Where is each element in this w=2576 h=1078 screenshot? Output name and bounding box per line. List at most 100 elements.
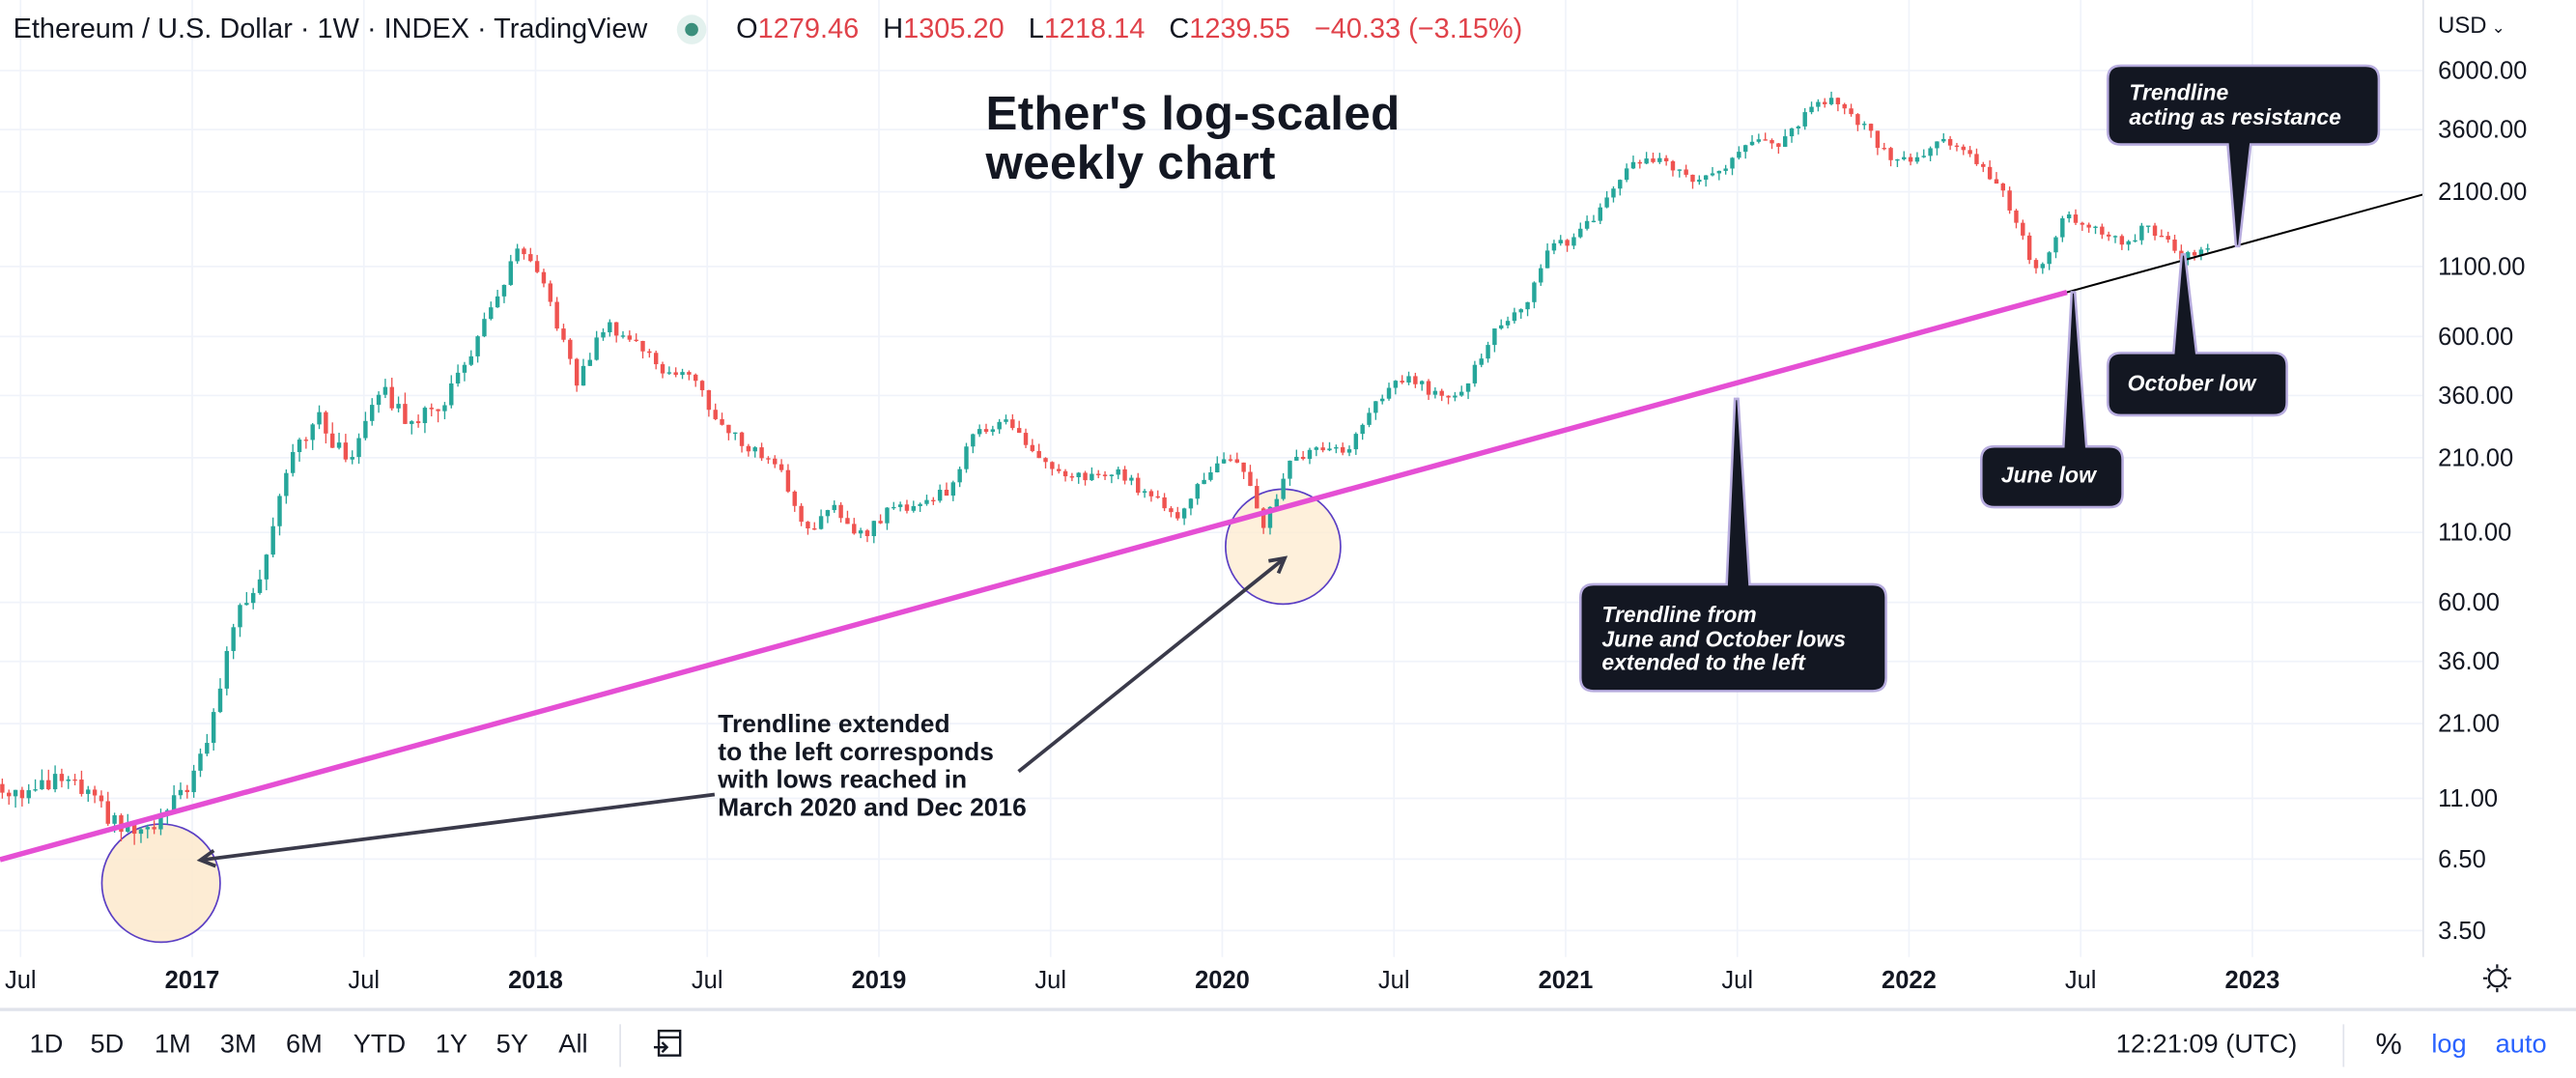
candle-body <box>1062 470 1068 477</box>
x-tick-label: 2023 <box>2225 967 2280 994</box>
candle-body <box>2205 248 2210 250</box>
trendline-note: Trendline extended to the left correspon… <box>718 711 1027 823</box>
candle-body <box>468 355 473 365</box>
candle-body <box>403 404 408 424</box>
range-1m-button[interactable]: 1M <box>154 1031 191 1060</box>
auto-scale-toggle[interactable]: auto <box>2495 1031 2547 1060</box>
log-scale-toggle[interactable]: log <box>2431 1031 2467 1060</box>
candle-body <box>2112 236 2118 238</box>
candle-body <box>1472 364 1478 383</box>
clock-time[interactable]: 12:21:09 (UTC) <box>2115 1031 2298 1060</box>
candle-body <box>2172 240 2177 251</box>
candle-body <box>799 505 804 523</box>
candle-body <box>1928 148 1933 156</box>
candle-body <box>1862 124 1867 126</box>
candle-body <box>1539 268 1543 283</box>
candle-body <box>1083 472 1088 481</box>
candle-body <box>825 510 831 517</box>
range-all-button[interactable]: All <box>558 1031 588 1060</box>
candle-body <box>211 712 216 744</box>
note-line: with lows reached in <box>718 766 968 795</box>
candle-body <box>1346 449 1352 453</box>
candle-body <box>1525 301 1530 310</box>
candle-body <box>264 554 269 580</box>
candle-body <box>1816 101 1821 107</box>
symbol-title[interactable]: Ethereum / U.S. Dollar · 1W · INDEX · Tr… <box>13 13 648 44</box>
candle-body <box>19 789 25 799</box>
candle-body <box>1248 471 1253 487</box>
range-1y-button[interactable]: 1Y <box>435 1031 468 1060</box>
candle-body <box>1584 220 1590 229</box>
candle-body <box>1274 498 1280 507</box>
arrow-to-march-2020 <box>1017 556 1287 774</box>
candle-body <box>766 458 771 460</box>
candle-body <box>33 789 38 791</box>
candle-body <box>950 482 956 496</box>
range-6m-button[interactable]: 6M <box>285 1031 323 1060</box>
candle-body <box>1202 479 1206 485</box>
candle-body <box>224 650 230 689</box>
candle-body <box>1663 157 1669 162</box>
candle-body <box>1670 161 1676 171</box>
candle-body <box>277 496 282 526</box>
candle-body <box>983 429 989 432</box>
candle-body <box>1069 476 1075 478</box>
candle-body <box>382 386 388 395</box>
candle-body <box>931 499 936 502</box>
y-tick-label: 21.00 <box>2438 711 2500 738</box>
candle-body <box>1994 179 1999 184</box>
candle-body <box>640 340 645 352</box>
range-1d-button[interactable]: 1D <box>29 1031 64 1060</box>
candle-body <box>1637 161 1643 164</box>
candle-body <box>1763 139 1768 141</box>
range-ytd-button[interactable]: YTD <box>353 1031 407 1060</box>
range-5d-button[interactable]: 5D <box>90 1031 125 1060</box>
candle-body <box>554 301 559 329</box>
candle-body <box>1505 321 1511 326</box>
candle-body <box>462 364 467 373</box>
candle-body <box>1703 175 1709 180</box>
candle-body <box>79 780 84 794</box>
candle-body <box>1406 376 1411 383</box>
resistance-callout-text: Trendline acting as resistance <box>2129 81 2341 129</box>
candle-body <box>1802 112 1807 127</box>
candle-body <box>759 447 764 459</box>
candle-body <box>1723 168 1728 171</box>
go-to-date-icon[interactable] <box>652 1028 685 1061</box>
candle-body <box>858 530 863 534</box>
candle-body <box>2139 225 2144 241</box>
candle-body <box>1796 126 1801 128</box>
title-line: Ether's log-scaled <box>985 88 1401 142</box>
candle-body <box>1651 158 1656 162</box>
divider <box>619 1024 621 1067</box>
currency-label: USD <box>2438 11 2487 39</box>
candle-body <box>647 351 652 354</box>
y-tick-label: 3.50 <box>2438 918 2486 945</box>
percent-scale-toggle[interactable]: % <box>2375 1027 2402 1061</box>
currency-selector[interactable]: USD ⌄ <box>2438 12 2505 38</box>
candle-body <box>1551 242 1557 251</box>
candle-body <box>1400 381 1404 383</box>
candle-body <box>1023 433 1029 445</box>
candle-body <box>489 307 494 320</box>
open-value: 1279.46 <box>757 13 860 44</box>
candle-body <box>250 592 256 604</box>
candle-body <box>2086 224 2091 228</box>
candle-body <box>1255 486 1260 509</box>
candles <box>0 91 2210 845</box>
y-tick-label: 60.00 <box>2438 589 2500 616</box>
range-5y-button[interactable]: 5Y <box>495 1031 528 1060</box>
callout-line: extended to the left <box>1601 649 1805 675</box>
candle-body <box>1914 156 1920 162</box>
candle-body <box>634 339 638 342</box>
candle-body <box>1234 459 1239 463</box>
candle-body <box>429 408 434 410</box>
range-3m-button[interactable]: 3M <box>219 1031 257 1060</box>
candle-body <box>2053 237 2058 253</box>
candle-body <box>818 516 824 529</box>
candle-body <box>2145 225 2151 227</box>
candle-body <box>1690 174 1695 183</box>
candle-body <box>1439 390 1444 396</box>
